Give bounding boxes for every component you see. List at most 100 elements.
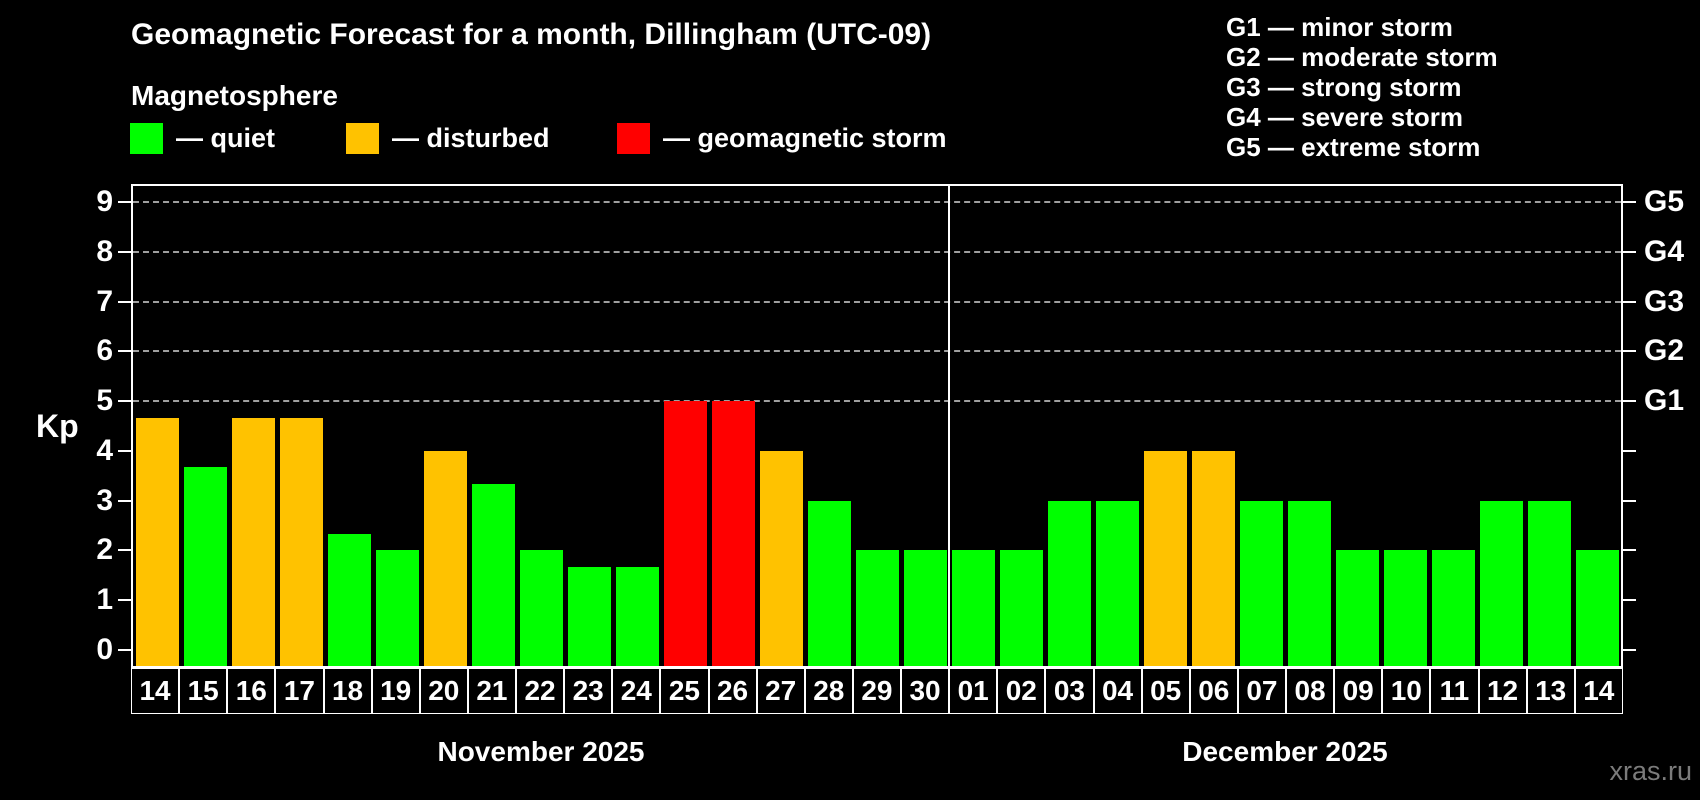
day-cell-dec-09: 09 xyxy=(1334,668,1383,714)
bar-nov-18 xyxy=(327,534,371,666)
left-axis-tick-2 xyxy=(118,549,131,552)
day-cell-dec-06: 06 xyxy=(1189,668,1238,714)
day-cell-nov-28: 28 xyxy=(804,668,853,714)
day-cell-dec-11: 11 xyxy=(1430,668,1479,714)
day-cell-dec-04: 04 xyxy=(1093,668,1142,714)
gridline-kp6 xyxy=(133,350,1621,353)
kp-tick-label-8: 8 xyxy=(96,234,113,268)
legend-label-disturbed: — disturbed xyxy=(392,123,550,153)
day-cell-nov-25: 25 xyxy=(660,668,709,714)
bar-nov-17 xyxy=(279,417,323,666)
day-cell-nov-24: 24 xyxy=(612,668,661,714)
g-label-G1: G1 xyxy=(1644,384,1685,418)
right-axis-tick-3 xyxy=(1623,499,1636,502)
day-cell-nov-15: 15 xyxy=(179,668,228,714)
kp-tick-label-9: 9 xyxy=(96,185,113,218)
left-axis-tick-7 xyxy=(118,300,131,303)
day-cell-nov-23: 23 xyxy=(564,668,613,714)
bar-dec-02 xyxy=(999,550,1043,666)
g-legend-line-2: G2 — moderate storm xyxy=(1226,42,1498,72)
bar-dec-03 xyxy=(1047,500,1091,666)
legend-item-disturbed: — disturbed xyxy=(346,123,550,154)
bar-dec-06 xyxy=(1191,450,1235,666)
day-cell-nov-27: 27 xyxy=(756,668,805,714)
legend-label-quiet: — quiet xyxy=(176,123,275,153)
g-label-G4: G4 xyxy=(1644,234,1685,268)
g-legend-line-5: G5 — extreme storm xyxy=(1226,132,1481,162)
bar-nov-16 xyxy=(231,417,275,666)
bar-nov-26 xyxy=(711,401,755,666)
kp-axis-label: Kp xyxy=(36,408,79,444)
bar-nov-19 xyxy=(375,550,419,666)
day-cell-nov-14: 14 xyxy=(131,668,180,714)
day-cell-dec-07: 07 xyxy=(1237,668,1286,714)
day-cell-nov-26: 26 xyxy=(708,668,757,714)
day-cell-nov-20: 20 xyxy=(419,668,468,714)
g-label-G5: G5 xyxy=(1644,185,1685,218)
kp-tick-label-7: 7 xyxy=(96,284,113,318)
bar-dec-13 xyxy=(1527,500,1571,666)
plot-border xyxy=(131,184,1623,668)
bar-dec-10 xyxy=(1383,550,1427,666)
right-axis-tick-8 xyxy=(1623,250,1636,253)
left-axis-tick-4 xyxy=(118,449,131,452)
storm-color-swatch xyxy=(617,123,650,154)
gridline-kp5 xyxy=(133,400,1621,403)
gridline-kp8 xyxy=(133,250,1621,253)
bar-dec-11 xyxy=(1431,550,1475,666)
g-scale-legend: G1 — minor storm G2 — moderate storm G3 — … xyxy=(1226,12,1498,162)
bar-dec-14 xyxy=(1575,550,1619,666)
bar-nov-28 xyxy=(807,500,851,666)
kp-tick-label-2: 2 xyxy=(96,533,113,567)
day-cell-dec-05: 05 xyxy=(1141,668,1190,714)
bar-nov-20 xyxy=(423,450,467,666)
legend-item-quiet: — quiet xyxy=(130,123,275,154)
bar-dec-04 xyxy=(1095,500,1139,666)
gridline-kp7 xyxy=(133,300,1621,303)
kp-tick-label-4: 4 xyxy=(96,433,113,467)
right-axis-tick-9 xyxy=(1623,201,1636,203)
g-legend-line-1: G1 — minor storm xyxy=(1226,12,1453,42)
bar-dec-07 xyxy=(1239,500,1283,666)
bar-nov-14 xyxy=(135,417,179,666)
right-axis-tick-5 xyxy=(1623,400,1636,403)
day-cell-dec-13: 13 xyxy=(1526,668,1575,714)
day-cell-dec-01: 01 xyxy=(949,668,998,714)
bar-nov-27 xyxy=(759,450,803,666)
day-cell-dec-12: 12 xyxy=(1478,668,1527,714)
g-legend-line-3: G3 — strong storm xyxy=(1226,72,1462,102)
disturbed-color-swatch xyxy=(346,123,379,154)
right-axis-tick-1 xyxy=(1623,599,1636,602)
november-december-divider xyxy=(948,186,950,666)
bar-dec-08 xyxy=(1287,500,1331,666)
bar-nov-23 xyxy=(567,566,611,666)
day-axis-row: 14 15 16 17 18 19 20 21 22 23 24 25 26 27 28 29 30 01 02 03… xyxy=(131,668,1623,714)
kp-tick-label-1: 1 xyxy=(96,583,113,617)
left-axis-tick-1 xyxy=(118,599,131,602)
bar-nov-22 xyxy=(519,550,563,666)
day-cell-nov-21: 21 xyxy=(467,668,516,714)
day-cell-nov-29: 29 xyxy=(852,668,901,714)
legend-item-storm: — geomagnetic storm xyxy=(617,123,947,154)
day-cell-dec-02: 02 xyxy=(997,668,1046,714)
bar-dec-12 xyxy=(1479,500,1523,666)
day-cell-nov-18: 18 xyxy=(323,668,372,714)
left-axis-tick-5 xyxy=(118,400,131,403)
right-axis-tick-0 xyxy=(1623,649,1636,651)
day-cell-nov-19: 19 xyxy=(371,668,420,714)
right-axis-tick-6 xyxy=(1623,350,1636,353)
month-label-dec: December 2025 xyxy=(1182,736,1388,767)
day-cell-nov-30: 30 xyxy=(901,668,950,714)
right-axis-tick-4 xyxy=(1623,449,1636,452)
quiet-color-swatch xyxy=(130,123,163,154)
chart-subtitle: Magnetosphere xyxy=(131,80,338,111)
right-axis-tick-2 xyxy=(1623,549,1636,552)
kp-tick-label-5: 5 xyxy=(96,384,113,418)
bar-dec-05 xyxy=(1143,450,1187,666)
left-axis-tick-8 xyxy=(118,250,131,253)
chart-area: 0 1 2 3 4 5 6 7 8 9 G1 G2 G3 G4 G5 14 15 16 17 18 19 20 21 22 23… xyxy=(96,184,1684,767)
gridline-kp9 xyxy=(133,201,1621,203)
day-cell-nov-22: 22 xyxy=(516,668,565,714)
kp-tick-label-0: 0 xyxy=(96,633,113,666)
